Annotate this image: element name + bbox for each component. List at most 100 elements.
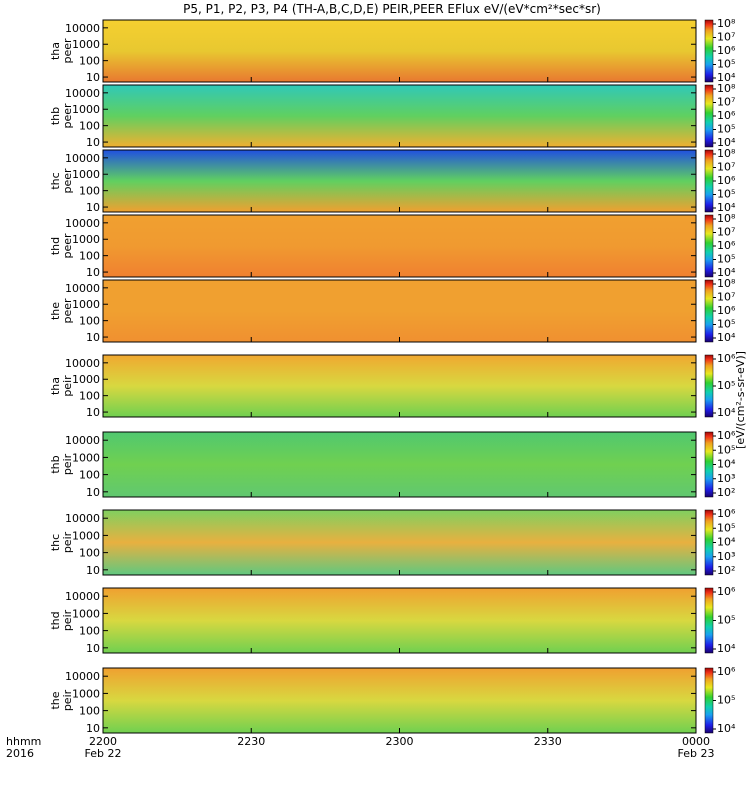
- instrument-label: peer: [61, 298, 74, 324]
- colorbar-tick-label: 10⁶: [717, 174, 736, 187]
- time-ticks: 2200 2230 2300 2330 0000: [89, 77, 710, 748]
- instrument-label: peir: [61, 375, 74, 397]
- spectrogram-image: [103, 588, 696, 653]
- y-tick-label: 1000: [72, 38, 100, 51]
- y-tick-label: 10: [86, 136, 100, 149]
- x-tick-label: 2300: [386, 735, 414, 748]
- x-tick-label: 0000: [682, 735, 710, 748]
- y-tick-label: 10: [86, 201, 100, 214]
- x-tick-label: 2330: [534, 735, 562, 748]
- colorbar-tick-label: 10⁵: [717, 123, 735, 136]
- colorbar-tick-label: 10⁴: [717, 136, 736, 149]
- colorbar-tick-label: 10⁴: [717, 458, 736, 471]
- time-axis: hhmm 2016 2200 2230 2300 2330 0000 Feb 22 Fe…: [6, 77, 714, 760]
- colorbar-tick-label: 10⁴: [717, 722, 736, 735]
- spectrogram-image: [103, 355, 696, 417]
- probe-label: thd: [49, 237, 62, 255]
- y-tick-label: 1000: [72, 529, 100, 542]
- spectrogram-image: [103, 432, 696, 497]
- colorbar: [704, 354, 714, 418]
- y-tick-label: 10: [86, 486, 100, 499]
- colorbar-tick-label: 10⁶: [717, 352, 736, 365]
- y-tick-label: 1000: [72, 607, 100, 620]
- colorbar-tick-label: 10⁴: [717, 536, 736, 549]
- instrument-label: peir: [61, 609, 74, 631]
- colorbar-tick-label: 10⁶: [717, 304, 736, 317]
- spectrogram-image: [103, 85, 696, 147]
- spectrogram-image: [103, 510, 696, 575]
- colorbar-tick-label: 10⁵: [717, 521, 735, 534]
- colorbar-tick-label: 10⁸: [717, 147, 736, 160]
- spectrogram-image: [103, 20, 696, 82]
- colorbar-tick-label: 10⁶: [717, 507, 736, 520]
- colorbar-tick-label: 10³: [717, 550, 735, 563]
- colorbar-tick-label: 10⁴: [717, 642, 736, 655]
- colorbar-tick-label: 10⁷: [717, 31, 735, 44]
- colorbar: [704, 279, 714, 343]
- colorbar: [704, 667, 714, 734]
- colorbar-tick-label: 10⁷: [717, 161, 735, 174]
- x-tick-label: 2200: [89, 735, 117, 748]
- x-tick-label: 2230: [237, 735, 265, 748]
- y-tick-label: 10000: [65, 282, 100, 295]
- y-tick-label: 1000: [72, 233, 100, 246]
- spectrogram-image: [103, 668, 696, 733]
- y-tick-label: 1000: [72, 451, 100, 464]
- colorbar-tick-label: 10⁵: [717, 694, 735, 707]
- y-tick-label: 100: [79, 705, 100, 718]
- colorbar-tick-label: 10⁵: [717, 443, 735, 456]
- instrument-label: peer: [61, 168, 74, 194]
- colorbar-tick-label: 10⁴: [717, 266, 736, 279]
- colorbar: [704, 509, 714, 576]
- y-tick-label: 10000: [65, 670, 100, 683]
- colorbar-tick-label: 10²: [717, 486, 735, 499]
- colorbar: [704, 214, 714, 278]
- y-tick-label: 10000: [65, 512, 100, 525]
- colorbar-tick-label: 10⁵: [717, 318, 735, 331]
- y-tick-label: 1000: [72, 168, 100, 181]
- colorbar: [704, 84, 714, 148]
- y-tick-label: 100: [79, 250, 100, 263]
- y-tick-label: 100: [79, 625, 100, 638]
- colorbar-tick-label: 10⁴: [717, 201, 736, 214]
- instrument-label: peer: [61, 103, 74, 129]
- date-label-end: Feb 23: [678, 747, 715, 760]
- colorbar-tick-label: 10³: [717, 472, 735, 485]
- colorbar-unit-label: [eV/(cm²-s-sr-eV)]: [734, 351, 747, 449]
- colorbar-tick-label: 10⁵: [717, 379, 735, 392]
- colorbar-tick-label: 10⁶: [717, 665, 736, 678]
- y-tick-label: 100: [79, 547, 100, 560]
- y-tick-label: 1000: [72, 687, 100, 700]
- y-tick-label: 1000: [72, 103, 100, 116]
- y-tick-label: 100: [79, 55, 100, 68]
- colorbar-tick-label: 10⁸: [717, 277, 736, 290]
- probe-label: thd: [49, 611, 62, 629]
- colorbar-tick-label: 10⁶: [717, 44, 736, 57]
- colorbar-tick-label: 10⁷: [717, 96, 735, 109]
- y-tick-label: 10000: [65, 87, 100, 100]
- y-tick-label: 10000: [65, 590, 100, 603]
- instrument-label: peir: [61, 689, 74, 711]
- colorbar-tick-label: 10⁵: [717, 614, 735, 627]
- colorbar-tick-label: 10⁶: [717, 429, 736, 442]
- colorbar-tick-label: 10⁵: [717, 58, 735, 71]
- colorbar: [704, 19, 714, 83]
- colorbar-tick-label: 10⁴: [717, 406, 736, 419]
- y-tick-label: 10: [86, 722, 100, 735]
- y-tick-label: 10: [86, 71, 100, 84]
- y-tick-label: 10000: [65, 434, 100, 447]
- y-tick-label: 1000: [72, 373, 100, 386]
- probe-label: tha: [49, 377, 62, 395]
- y-tick-label: 10000: [65, 357, 100, 370]
- colorbar-tick-label: 10⁸: [717, 17, 736, 30]
- colorbar: [704, 431, 714, 498]
- colorbar-tick-label: 10⁶: [717, 585, 736, 598]
